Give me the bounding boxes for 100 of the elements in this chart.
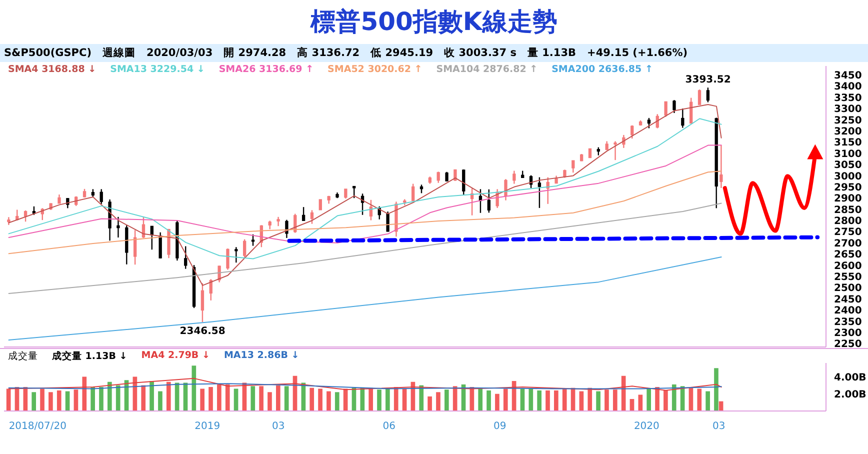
candlestick	[720, 144, 723, 189]
candlestick	[116, 216, 120, 238]
candlestick	[251, 234, 255, 246]
y-tick-label: 3450	[834, 70, 862, 82]
y-tick-label: 2300	[834, 328, 862, 339]
candlestick	[302, 206, 306, 222]
bar	[250, 386, 256, 411]
series-label: 成交量 1.13B ↓	[52, 350, 128, 363]
y-tick-label: 2700	[834, 238, 862, 250]
y-tick-label: 3300	[834, 104, 862, 116]
bar	[554, 390, 558, 411]
bar	[108, 382, 112, 411]
text: SMA4 3168.88 ↓	[8, 64, 96, 75]
text: SMA52 3020.62 ↑	[328, 64, 422, 75]
annotation: 2346.58	[180, 326, 226, 338]
x-tick-label: 06	[382, 421, 396, 432]
candlestick	[133, 230, 137, 266]
text: SMA13 3229.54 ↓	[110, 64, 205, 75]
bar	[268, 392, 272, 411]
bar	[394, 387, 398, 411]
bar	[48, 392, 53, 411]
x-tick-label: 09	[493, 421, 506, 432]
candlestick	[672, 99, 676, 114]
y-tick-label: 3050	[834, 160, 862, 172]
candlestick	[681, 108, 684, 128]
bar	[158, 391, 162, 411]
bar	[208, 387, 213, 411]
line-series	[8, 144, 722, 244]
bar	[655, 387, 660, 411]
bar	[377, 390, 382, 411]
y-tick-label: 3400	[834, 82, 862, 93]
bar	[672, 384, 676, 411]
chart-subtitle: S&P500(GSPC) 週線圖 2020/03/03 開 2974.28 高 3136.72 低 2945.19 收 3003.37 s 量 1.13B +49.15 (+1.66%)	[0, 44, 868, 62]
bar	[74, 390, 78, 411]
y-tick-label: 3350	[834, 92, 862, 104]
y-tick-label: 2250	[834, 339, 862, 350]
y-tick-label: 4.00B	[834, 372, 866, 384]
bar	[200, 388, 205, 411]
candlestick	[243, 238, 246, 259]
bar	[225, 384, 230, 411]
y-tick-label: 2850	[834, 204, 862, 216]
bar	[82, 376, 87, 411]
y-tick-label: 3150	[834, 138, 862, 149]
candlestick	[588, 148, 592, 158]
bar	[334, 392, 340, 411]
bar	[596, 391, 600, 411]
bar	[436, 392, 440, 411]
bar	[166, 382, 171, 411]
bar	[664, 390, 668, 411]
x-tick-label: 03	[272, 421, 285, 432]
bar	[217, 384, 222, 411]
x-tick-label: 2019	[194, 421, 220, 432]
y-tick-label: 3200	[834, 126, 862, 138]
text: MA13 2.86B ↓	[224, 350, 300, 363]
bar	[40, 388, 44, 411]
annotation: 3393.52	[685, 74, 731, 86]
y-tick-label: 3100	[834, 148, 862, 160]
candlestick	[344, 188, 348, 200]
line-series	[8, 378, 722, 391]
bar	[612, 390, 618, 411]
bar	[428, 396, 432, 411]
bar	[604, 390, 609, 411]
y-tick-label: 2800	[834, 216, 862, 228]
bar	[360, 388, 365, 411]
bar	[495, 394, 500, 411]
candlestick	[234, 246, 238, 264]
bar	[638, 394, 643, 411]
candlestick	[352, 185, 356, 199]
bar	[116, 385, 120, 411]
candlestick	[572, 160, 575, 174]
y-tick-label: 3250	[834, 115, 862, 126]
bar	[192, 366, 196, 411]
x-tick-label: 03	[712, 421, 726, 432]
y-tick-label: 2550	[834, 272, 862, 284]
bar	[588, 388, 592, 411]
line-series	[8, 118, 722, 260]
candlestick	[24, 210, 28, 222]
text: SMA26 3136.69 ↑	[218, 64, 314, 75]
text: SMA200 2636.85 ↑	[552, 64, 653, 75]
bar	[284, 386, 289, 411]
candlestick	[445, 171, 448, 182]
candlestick	[538, 176, 542, 209]
bar	[697, 388, 702, 411]
y-tick-label: 2950	[834, 182, 862, 194]
bar	[444, 390, 449, 411]
candlestick	[142, 216, 146, 239]
bar	[478, 388, 483, 411]
line-series	[8, 202, 722, 294]
candlestick	[310, 210, 314, 224]
y-tick-label: 2400	[834, 306, 862, 317]
candlestick	[630, 124, 634, 140]
candlestick	[318, 199, 322, 210]
candlestick	[614, 140, 617, 161]
bar	[646, 388, 652, 411]
candlestick	[698, 88, 702, 106]
bar	[6, 388, 11, 411]
bar	[310, 388, 314, 411]
candlestick	[690, 97, 693, 124]
y-tick-label: 2900	[834, 194, 862, 205]
bar	[486, 390, 491, 411]
